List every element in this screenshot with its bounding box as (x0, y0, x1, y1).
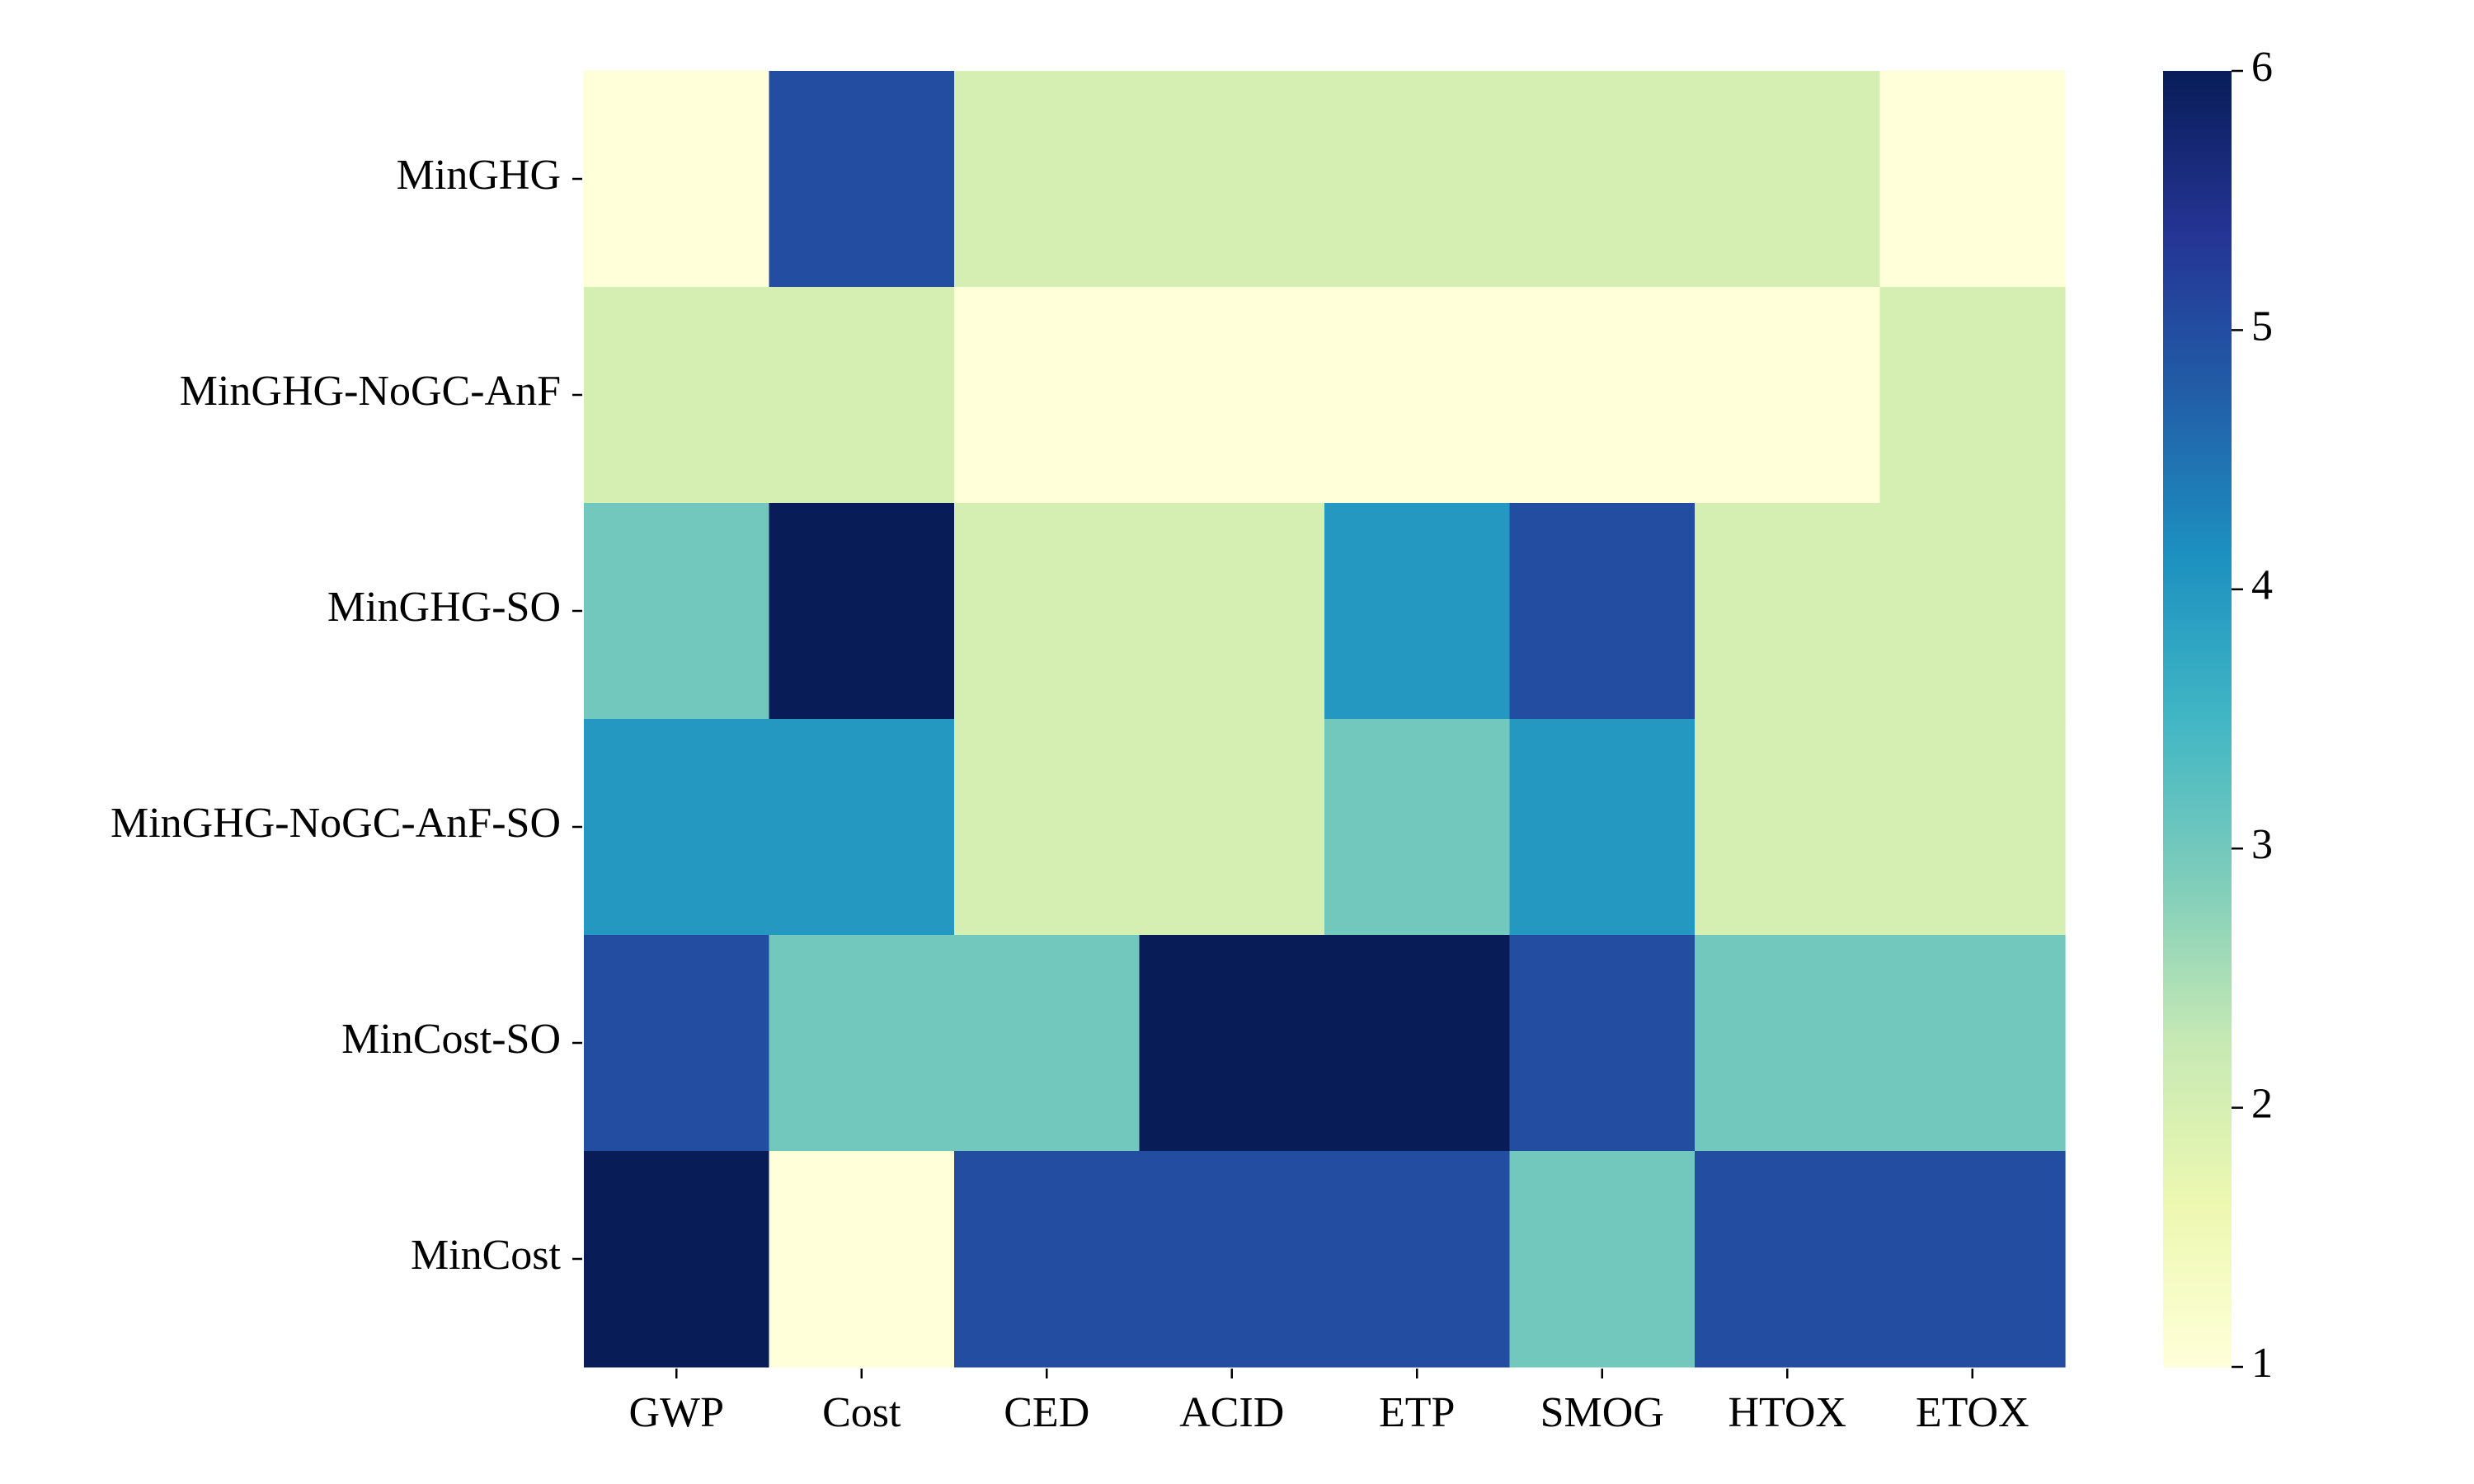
heatmap-cell (1324, 1151, 1511, 1368)
heatmap-cell (1695, 935, 1881, 1152)
heatmap-cell (1695, 1151, 1881, 1368)
y-tick-label: MinGHG (397, 152, 561, 199)
heatmap-cell (1509, 935, 1696, 1152)
x-tick-label: ETP (1379, 1389, 1455, 1436)
heatmap-cell (1139, 935, 1325, 1152)
heatmap-cell (1324, 503, 1511, 720)
heatmap-cell (769, 935, 955, 1152)
heatmap-cell (1879, 71, 2066, 288)
colorbar-tick-label: 1 (2251, 1340, 2273, 1387)
heatmap-cell (1509, 719, 1696, 936)
colorbar: 1 2 3 4 5 6 (2163, 44, 2273, 1387)
y-tick-label: MinCost (411, 1232, 562, 1279)
heatmap-cell (1695, 719, 1881, 936)
heatmap-cell (1139, 287, 1325, 504)
heatmap-cell (769, 719, 955, 936)
heatmap-cell (1879, 1151, 2066, 1368)
heatmap-cell (1139, 503, 1325, 720)
heatmap-cell (1879, 719, 2066, 936)
heatmap-cell (584, 287, 770, 504)
heatmap-cell (584, 71, 770, 288)
heatmap-cell (1695, 287, 1881, 504)
heatmap-cell (1879, 287, 2066, 504)
x-axis: GWP Cost CED ACID ETP SMOG HTOX ETOX (628, 1369, 2030, 1436)
y-tick-label: MinGHG-NoGC-AnF (180, 368, 561, 415)
heatmap-cell (1139, 71, 1325, 288)
heatmap-cell (1879, 935, 2066, 1152)
heatmap-cell (1139, 1151, 1325, 1368)
heatmap-cell (954, 71, 1141, 288)
heatmap-cell (1324, 719, 1511, 936)
colorbar-tick-label: 6 (2251, 44, 2273, 91)
heatmap-cell (584, 1151, 770, 1368)
heatmap-cell (1879, 503, 2066, 720)
heatmap-cell (1324, 71, 1511, 288)
colorbar-gradient (2163, 71, 2232, 1367)
heatmap-cell (769, 503, 955, 720)
heatmap-cell (1695, 503, 1881, 720)
heatmap-cells (584, 71, 2066, 1368)
heatmap-cell (1509, 1151, 1696, 1368)
colorbar-tick-label: 5 (2251, 303, 2273, 350)
y-axis: MinGHG MinGHG-NoGC-AnF MinGHG-SO MinGHG-NoG… (111, 152, 582, 1279)
heatmap-cell (1324, 287, 1511, 504)
heatmap-cell (954, 287, 1141, 504)
x-tick-label: ACID (1179, 1389, 1284, 1436)
y-tick-label: MinGHG-NoGC-AnF-SO (111, 800, 561, 847)
heatmap-cell (1509, 503, 1696, 720)
heatmap-cell (769, 1151, 955, 1368)
heatmap-cell (769, 71, 955, 288)
x-tick-label: SMOG (1540, 1389, 1664, 1436)
heatmap-cell (954, 503, 1141, 720)
x-tick-label: Cost (822, 1389, 901, 1436)
colorbar-tick-label: 2 (2251, 1081, 2273, 1128)
heatmap-cell (1324, 935, 1511, 1152)
heatmap-cell (1139, 719, 1325, 936)
y-tick-label: MinGHG-SO (327, 584, 561, 631)
heatmap-cell (1695, 71, 1881, 288)
x-tick-label: GWP (628, 1389, 724, 1436)
x-tick-label: HTOX (1729, 1389, 1846, 1436)
heatmap-cell (584, 719, 770, 936)
heatmap-cell (954, 935, 1141, 1152)
heatmap-cell (1509, 71, 1696, 288)
heatmap-cell (1509, 287, 1696, 504)
colorbar-tick-label: 4 (2251, 562, 2273, 609)
y-tick-label: MinCost-SO (341, 1016, 561, 1063)
x-tick-label: CED (1004, 1389, 1089, 1436)
x-tick-label: ETOX (1916, 1389, 2030, 1436)
heatmap-cell (954, 1151, 1141, 1368)
heatmap-cell (954, 719, 1141, 936)
colorbar-tick-label: 3 (2251, 821, 2273, 868)
heatmap-cell (584, 503, 770, 720)
heatmap-cell (769, 287, 955, 504)
heatmap-cell (584, 935, 770, 1152)
